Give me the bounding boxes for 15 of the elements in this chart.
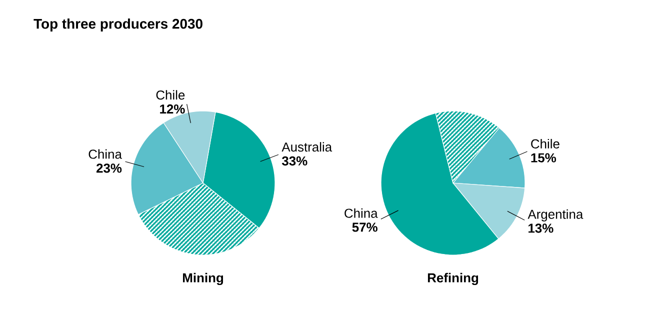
slice-label: Australia [282, 142, 332, 152]
slice-label: Chile [531, 138, 560, 148]
data-label: 13% [528, 224, 554, 233]
slice-label: Chile [156, 90, 185, 100]
slice-label: Argentina [528, 209, 584, 222]
slice-label: China [88, 149, 122, 159]
chart-title: Top three producers 2030 [34, 18, 202, 32]
text: Mining [183, 272, 224, 286]
data-label: 23% [96, 164, 122, 173]
text: Refining [428, 272, 478, 286]
data-label: 57% [352, 222, 378, 232]
data-label: 12% [160, 104, 185, 114]
data-label: 33% [282, 156, 308, 166]
slice-label: China [344, 208, 378, 218]
data-label: 15% [531, 153, 556, 162]
